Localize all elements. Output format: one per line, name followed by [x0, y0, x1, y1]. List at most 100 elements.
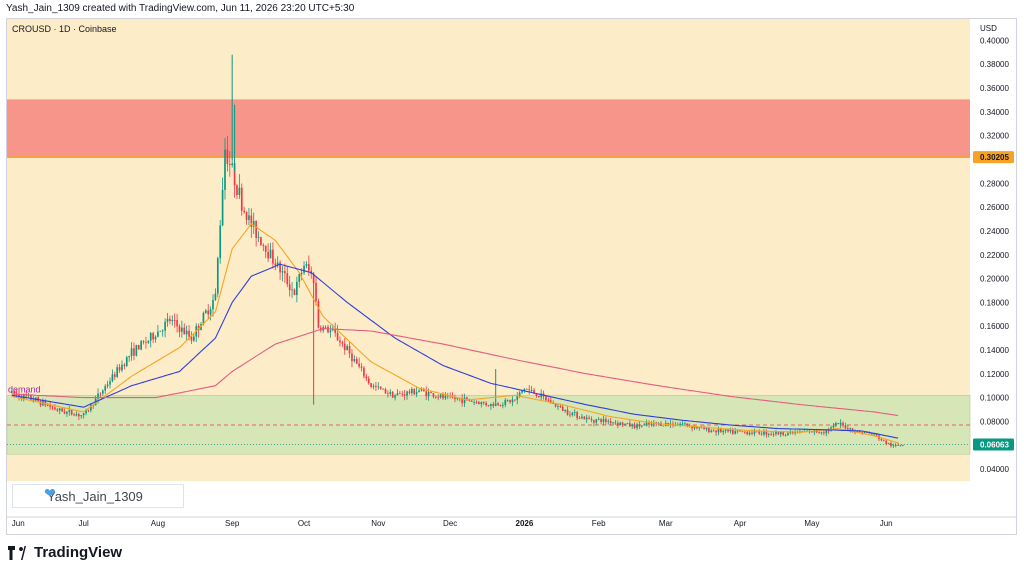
candle-body[interactable]	[437, 396, 440, 398]
candle-body[interactable]	[837, 423, 840, 425]
candle-body[interactable]	[866, 432, 868, 433]
candle-body[interactable]	[835, 423, 837, 426]
candle-body[interactable]	[846, 428, 849, 430]
candle-body[interactable]	[61, 408, 63, 412]
candle-body[interactable]	[123, 364, 126, 366]
candle-body[interactable]	[715, 430, 717, 433]
candle-body[interactable]	[561, 406, 564, 411]
candle-body[interactable]	[444, 395, 447, 399]
candle-body[interactable]	[885, 440, 887, 444]
candle-body[interactable]	[595, 419, 598, 423]
candle-body[interactable]	[80, 415, 83, 417]
candle-body[interactable]	[22, 394, 25, 399]
candle-body[interactable]	[403, 394, 406, 396]
candle-body[interactable]	[90, 404, 92, 411]
candle-body[interactable]	[363, 367, 365, 377]
candle-body[interactable]	[506, 400, 509, 401]
candle-body[interactable]	[106, 384, 109, 387]
candle-body[interactable]	[200, 323, 202, 331]
candle-body[interactable]	[667, 422, 670, 425]
candle-body[interactable]	[334, 328, 337, 333]
candle-body[interactable]	[724, 429, 727, 431]
candle-body[interactable]	[693, 426, 696, 429]
candle-body[interactable]	[303, 265, 305, 273]
candle-body[interactable]	[216, 258, 219, 294]
candle-body[interactable]	[169, 318, 171, 322]
candle-body[interactable]	[767, 433, 770, 435]
candle-body[interactable]	[142, 341, 145, 343]
candle-body[interactable]	[193, 336, 195, 341]
candle-body[interactable]	[504, 400, 507, 405]
candle-body[interactable]	[101, 390, 104, 394]
candle-body[interactable]	[525, 388, 528, 390]
candle-body[interactable]	[166, 318, 169, 322]
candle-body[interactable]	[300, 272, 303, 275]
candle-body[interactable]	[442, 394, 444, 399]
candle-body[interactable]	[185, 330, 188, 335]
moving-average-ma_mid[interactable]	[11, 263, 899, 439]
candle-body[interactable]	[559, 405, 562, 407]
candle-body[interactable]	[240, 187, 243, 211]
candle-body[interactable]	[645, 422, 648, 425]
candle-body[interactable]	[281, 271, 284, 273]
candle-body[interactable]	[82, 413, 85, 416]
candle-body[interactable]	[708, 428, 710, 432]
candle-body[interactable]	[10, 391, 13, 393]
candle-body[interactable]	[825, 430, 828, 434]
candle-body[interactable]	[679, 423, 681, 425]
candle-body[interactable]	[358, 363, 360, 367]
candle-body[interactable]	[307, 264, 310, 271]
candle-body[interactable]	[547, 400, 550, 401]
candle-body[interactable]	[528, 389, 531, 391]
candle-body[interactable]	[585, 417, 588, 420]
candle-body[interactable]	[839, 422, 842, 425]
candle-body[interactable]	[121, 364, 123, 371]
candle-body[interactable]	[75, 414, 78, 416]
candle-body[interactable]	[212, 299, 214, 310]
candle-body[interactable]	[384, 388, 387, 394]
candle-body[interactable]	[741, 431, 744, 433]
moving-average-ma_fast[interactable]	[11, 223, 899, 444]
candle-body[interactable]	[135, 345, 138, 356]
candle-body[interactable]	[777, 432, 780, 435]
candle-body[interactable]	[51, 406, 54, 408]
candle-body[interactable]	[248, 215, 250, 220]
candle-body[interactable]	[674, 425, 677, 427]
candle-body[interactable]	[478, 402, 480, 405]
candle-body[interactable]	[154, 336, 157, 340]
candle-body[interactable]	[415, 392, 418, 395]
candle-body[interactable]	[264, 245, 267, 252]
candle-body[interactable]	[736, 430, 739, 432]
candle-body[interactable]	[624, 423, 626, 425]
candle-body[interactable]	[178, 326, 181, 332]
candle-body[interactable]	[418, 390, 420, 393]
candle-body[interactable]	[18, 394, 20, 397]
candle-body[interactable]	[619, 422, 622, 426]
candle-body[interactable]	[849, 428, 852, 430]
candle-body[interactable]	[233, 163, 236, 186]
candle-body[interactable]	[590, 418, 593, 421]
candle-body[interactable]	[370, 383, 372, 387]
candle-body[interactable]	[540, 393, 543, 398]
candle-body[interactable]	[288, 284, 291, 290]
candle-body[interactable]	[502, 404, 504, 406]
candle-body[interactable]	[152, 333, 154, 340]
candle-body[interactable]	[609, 421, 612, 424]
candle-body[interactable]	[875, 433, 878, 436]
candle-body[interactable]	[732, 429, 734, 434]
candle-body[interactable]	[770, 433, 773, 435]
candle-body[interactable]	[161, 330, 164, 332]
candle-body[interactable]	[272, 249, 274, 264]
candle-body[interactable]	[530, 390, 533, 391]
candle-body[interactable]	[111, 374, 114, 382]
candle-body[interactable]	[787, 433, 789, 436]
candle-body[interactable]	[569, 414, 571, 416]
candle-body[interactable]	[533, 390, 535, 394]
candle-body[interactable]	[343, 343, 346, 351]
candle-body[interactable]	[171, 319, 174, 322]
candle-body[interactable]	[315, 282, 317, 302]
candle-body[interactable]	[600, 419, 602, 422]
candle-body[interactable]	[353, 359, 356, 362]
candle-body[interactable]	[327, 326, 329, 333]
candle-body[interactable]	[113, 374, 116, 377]
